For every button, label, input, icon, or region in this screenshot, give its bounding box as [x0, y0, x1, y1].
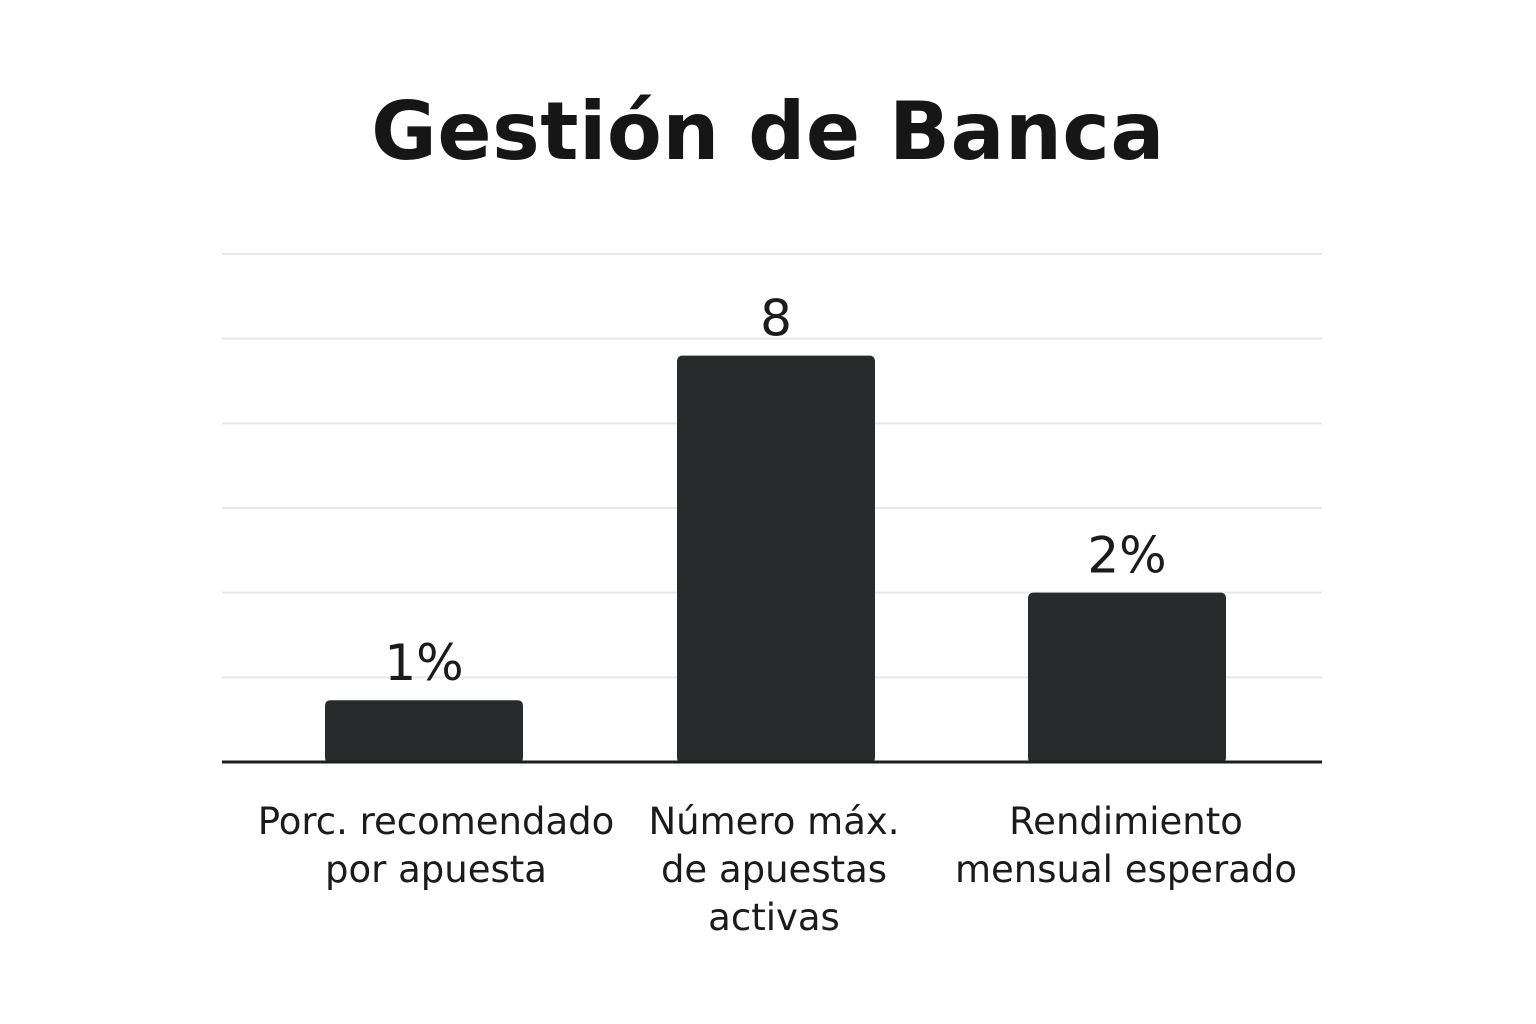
value-labels: 1% 8 2%	[384, 290, 1166, 693]
category-label-2: Número máx. de apuestas activas	[648, 800, 900, 939]
category-label-3: Rendimiento mensual esperado	[955, 800, 1297, 891]
bar-1	[325, 700, 523, 763]
value-label-2: 8	[760, 290, 792, 348]
chart-title: Gestión de Banca	[371, 85, 1165, 178]
bars	[325, 355, 1226, 763]
category-label-1: Porc. recomendado por apuesta	[257, 800, 615, 891]
value-label-3: 2%	[1087, 527, 1166, 585]
bar-3	[1028, 592, 1226, 763]
bar-2	[677, 355, 875, 763]
value-label-1: 1%	[384, 634, 463, 692]
